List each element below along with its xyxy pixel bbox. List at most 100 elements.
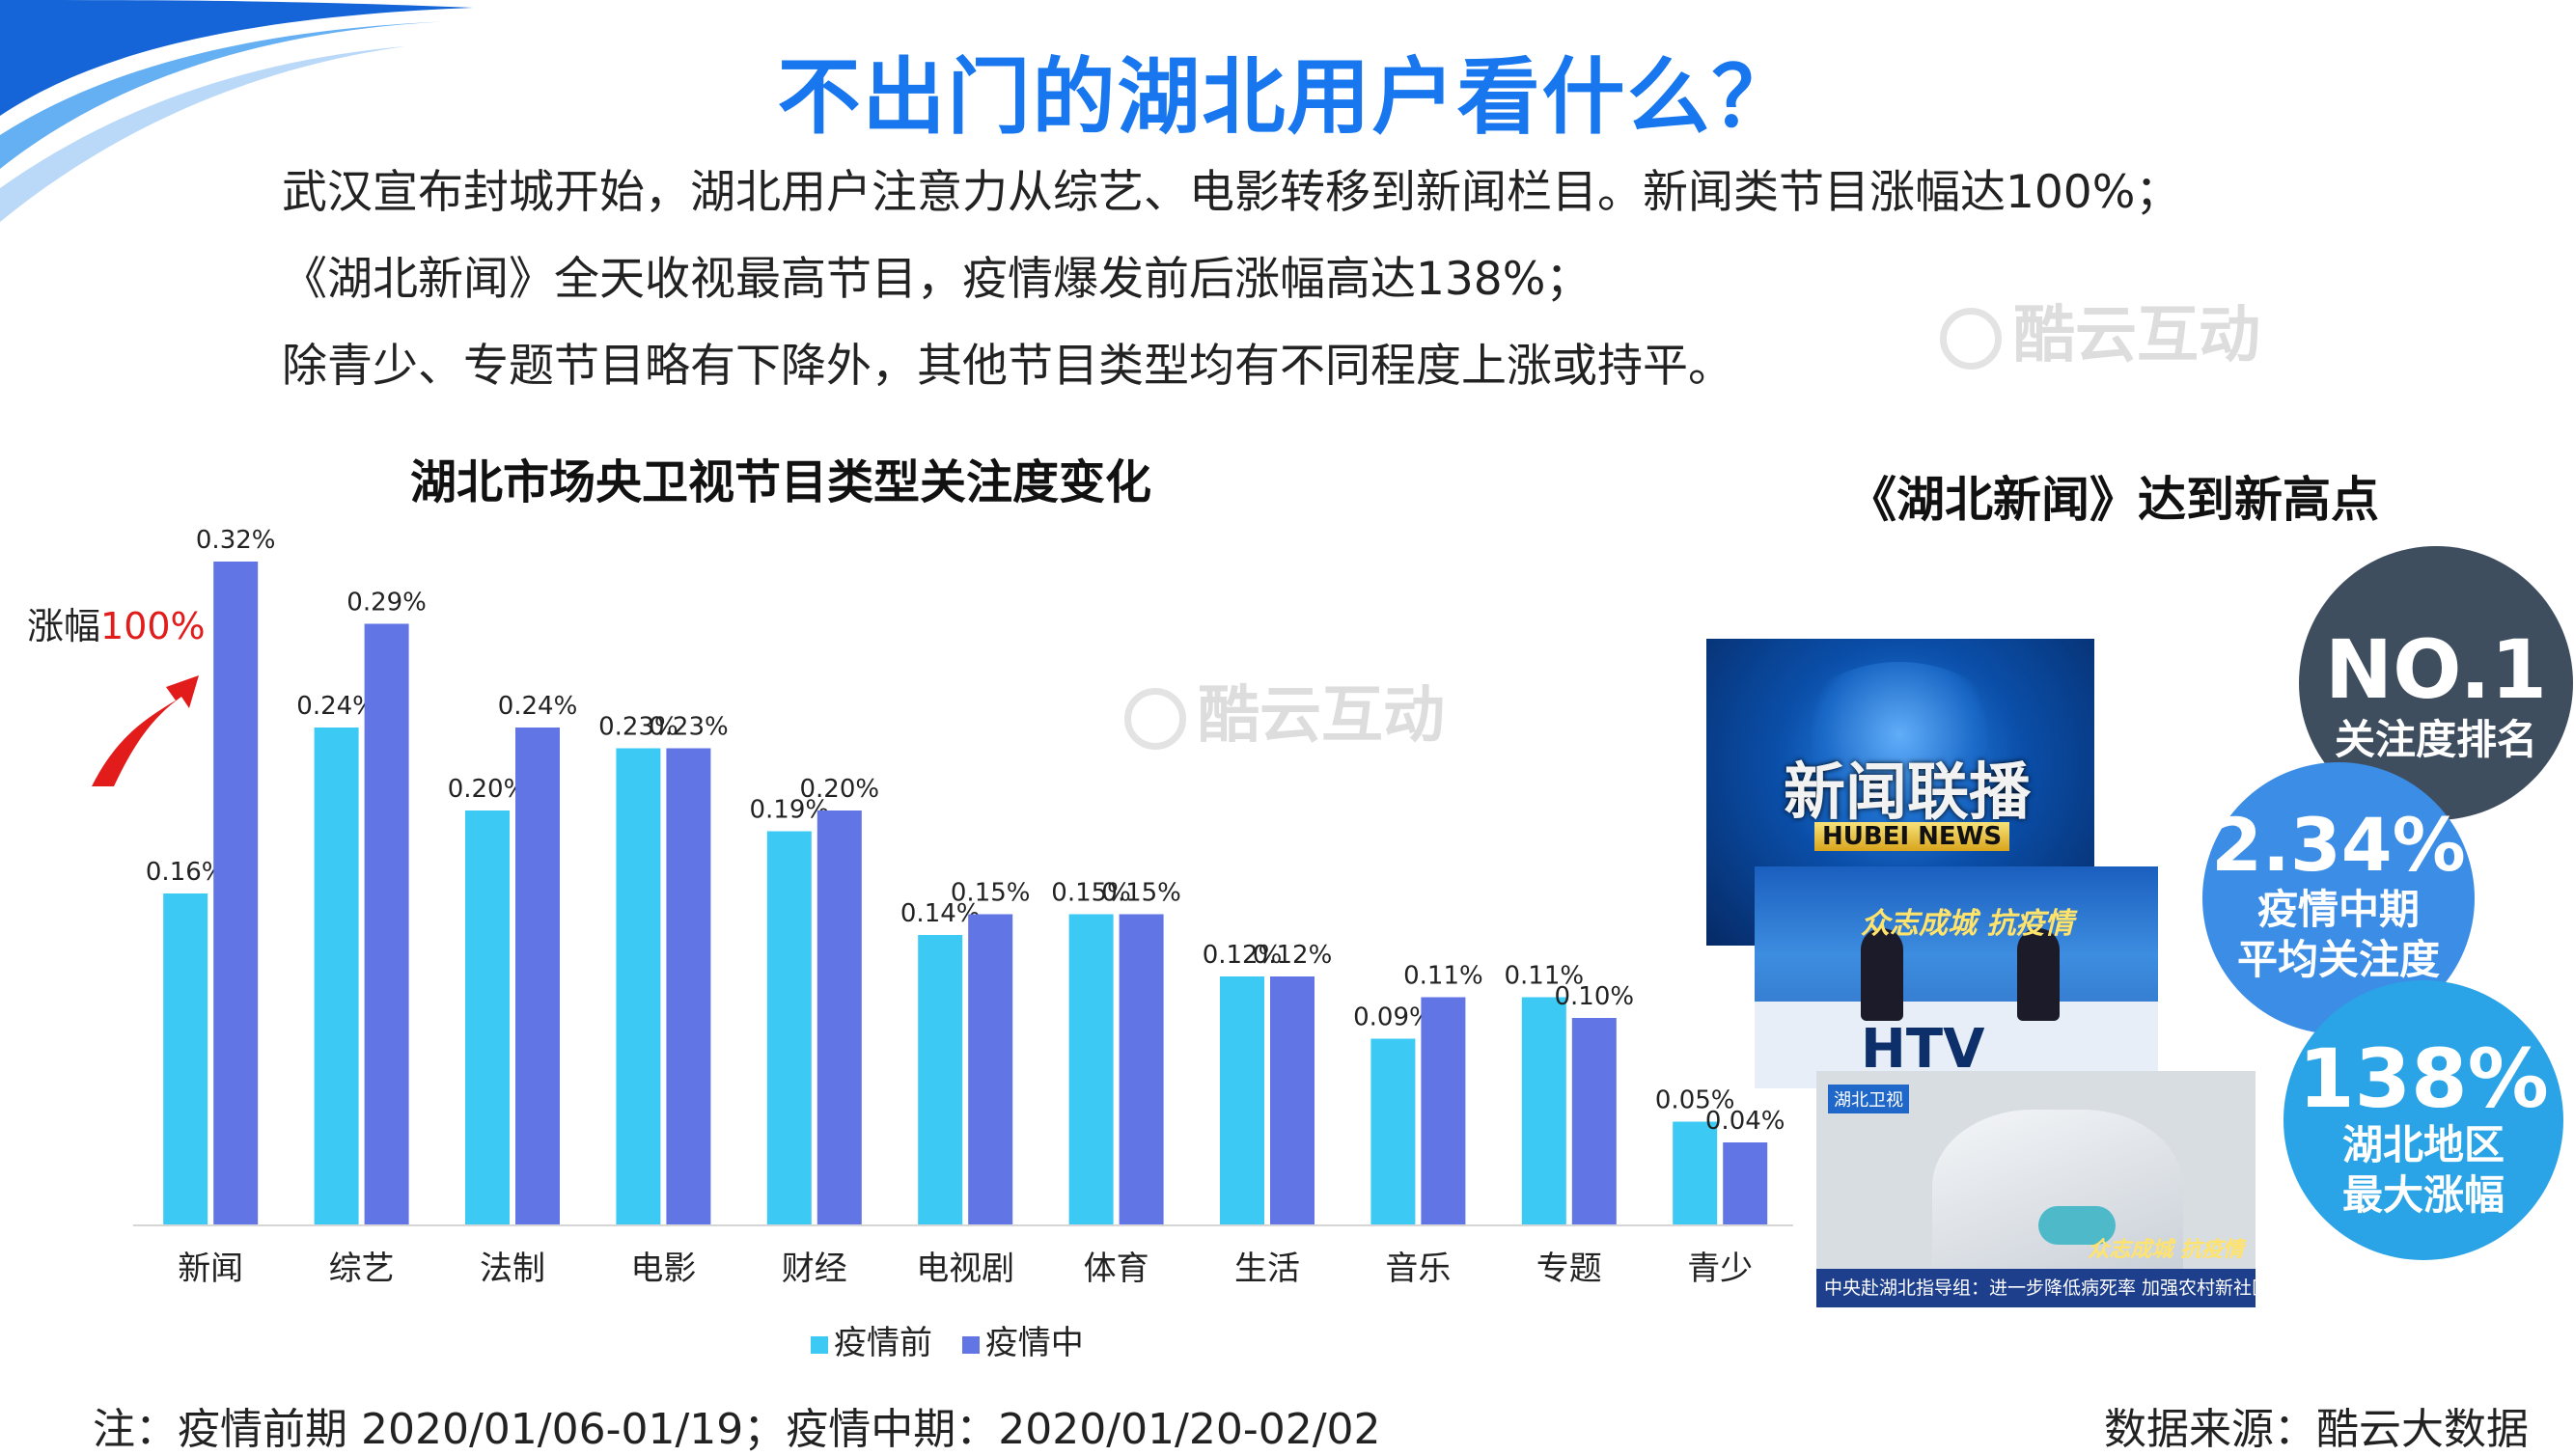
category-label: 青少 <box>1687 1250 1753 1288</box>
data-label: 0.29% <box>346 589 427 618</box>
badge-caption: 关注度排名 <box>2334 716 2537 763</box>
bar-before <box>766 831 812 1225</box>
badge-value: NO.1 <box>2324 622 2548 717</box>
footnote: 注：疫情前期 2020/01/06-01/19；疫情中期：2020/01/20-… <box>93 1405 1381 1454</box>
badge-value: 138% <box>2298 1031 2549 1126</box>
bar-before <box>314 728 359 1225</box>
watermark-logo-icon <box>1124 688 1186 751</box>
slogan-text: 众志成城 抗疫情 <box>2088 1238 2244 1262</box>
htv-logo: HTV <box>1861 1018 1985 1081</box>
bar-before <box>163 893 208 1225</box>
bar-during <box>1723 1142 1768 1225</box>
category-label: 法制 <box>480 1250 545 1288</box>
badge-caption: 湖北地区 <box>2341 1121 2505 1168</box>
data-label: 0.15% <box>1051 879 1131 908</box>
category-label: 生活 <box>1234 1250 1300 1288</box>
data-label: 0.05% <box>1655 1086 1735 1115</box>
data-label: 0.24% <box>498 692 578 721</box>
rise-label-prefix: 涨幅 <box>27 605 101 647</box>
rank-badge: NO.1 关注度排名 <box>2299 546 2573 820</box>
category-label: 新闻 <box>178 1250 243 1288</box>
data-label: 0.32% <box>196 526 276 555</box>
data-label: 0.15% <box>951 879 1031 908</box>
category-label: 音乐 <box>1385 1250 1451 1288</box>
data-label: 0.11% <box>1504 962 1584 991</box>
program-logo-text: 新闻联播 <box>1784 757 2031 829</box>
data-label: 0.19% <box>749 796 829 825</box>
watermark-logo-icon <box>1940 308 2002 371</box>
intro-line-2: 《湖北新闻》全天收视最高节目，疫情爆发前后涨幅高达138%； <box>282 253 1591 306</box>
legend-item-during: 疫情中 <box>961 1324 1084 1362</box>
category-label: 电视剧 <box>916 1250 1014 1288</box>
data-label: 0.11% <box>1403 962 1483 991</box>
bar-during <box>816 810 862 1225</box>
bar-before <box>616 748 661 1225</box>
growth-badge: 138% 湖北地区 最大涨幅 <box>2283 980 2563 1260</box>
data-label: 0.10% <box>1554 982 1634 1011</box>
badge-value: 2.34% <box>2211 802 2466 888</box>
badge-caption: 最大涨幅 <box>2341 1171 2505 1219</box>
rise-label-value: 100% <box>100 605 206 647</box>
data-source: 数据来源：酷云大数据 <box>2104 1405 2529 1454</box>
news-screenshot-3: 湖北卫视 众志成城 抗疫情 中央赴湖北指导组：进一步降低病死率 加强农村新社区防… <box>1816 1071 2256 1307</box>
data-label: 0.16% <box>146 858 226 887</box>
attention-badge: 2.34% 疫情中期 平均关注度 <box>2202 762 2475 1034</box>
decorative-swoosh <box>0 0 473 222</box>
bar-chart: 0.16% 0.32% 新闻 0.24% 0.29% 综艺 0.20% 0.24% 法制 0.23… <box>92 526 1793 1288</box>
slogan-text: 众志成城 抗疫情 <box>1861 907 2074 941</box>
data-label: 0.23% <box>598 713 678 742</box>
chart-title: 湖北市场央卫视节目类型关注度变化 <box>410 455 1152 509</box>
category-label: 专题 <box>1536 1250 1602 1288</box>
page-title: 不出门的湖北用户看什么？ <box>777 49 1797 146</box>
anchor-figure <box>1861 928 1903 1021</box>
rise-label: 涨幅100% <box>27 596 206 649</box>
data-label: 0.20% <box>448 775 528 804</box>
right-panel-title: 《湖北新闻》达到新高点 <box>1848 472 2379 528</box>
legend-swatch <box>961 1335 980 1354</box>
anchor-figure <box>2017 928 2060 1021</box>
legend-item-before: 疫情前 <box>811 1324 932 1362</box>
bar-during <box>968 914 1013 1225</box>
bar-before <box>1068 914 1114 1225</box>
rise-arrow-icon <box>92 675 199 786</box>
data-label: 0.23% <box>649 713 729 742</box>
data-label: 0.20% <box>799 775 879 804</box>
bar-before <box>465 810 510 1225</box>
bar-before <box>918 935 963 1225</box>
bar-during <box>1421 997 1466 1225</box>
news-ticker: 中央赴湖北指导组：进一步降低病死率 加强农村新社区防控 <box>1816 1269 2256 1307</box>
badge-caption: 平均关注度 <box>2236 936 2440 983</box>
chart-legend: 疫情前 疫情中 <box>811 1316 1103 1363</box>
bar-during <box>213 562 259 1225</box>
data-label: 0.14% <box>900 899 981 928</box>
bar-during <box>515 728 560 1225</box>
data-label: 0.12% <box>1203 941 1283 970</box>
globe-graphic <box>1793 662 2006 807</box>
bar-during <box>1571 1018 1617 1225</box>
data-label: 0.09% <box>1353 1003 1433 1032</box>
badge-caption: 疫情中期 <box>2256 886 2420 933</box>
data-label: 0.12% <box>1253 941 1333 970</box>
legend-swatch <box>811 1335 828 1354</box>
category-label: 财经 <box>782 1250 847 1288</box>
program-logo-en: HUBEI NEWS <box>1814 822 2010 851</box>
category-label: 综艺 <box>329 1250 395 1288</box>
bar-before <box>1370 1038 1416 1225</box>
watermark: 酷云互动 <box>1124 666 1445 755</box>
watermark: 酷云互动 <box>1940 286 2260 374</box>
bar-before <box>1673 1121 1718 1225</box>
category-label: 体育 <box>1084 1250 1149 1288</box>
data-label: 0.24% <box>296 692 376 721</box>
bar-during <box>1270 976 1315 1225</box>
bar-during <box>1119 914 1164 1225</box>
channel-logo: 湖北卫视 <box>1828 1085 1909 1113</box>
intro-line-3: 除青少、专题节目略有下降外，其他节目类型均有不同程度上涨或持平。 <box>282 340 1733 393</box>
news-screenshot-2: 众志成城 抗疫情 HTV <box>1755 866 2158 1088</box>
data-label: 0.15% <box>1101 879 1181 908</box>
bar-during <box>364 623 409 1225</box>
bar-during <box>666 748 711 1225</box>
data-label: 0.04% <box>1705 1107 1785 1136</box>
bar-before <box>1521 997 1566 1225</box>
mask-graphic <box>2038 1206 2116 1245</box>
intro-line-1: 武汉宣布封城开始，湖北用户注意力从综艺、电影转移到新闻栏目。新闻类节目涨幅达10… <box>282 166 2181 219</box>
